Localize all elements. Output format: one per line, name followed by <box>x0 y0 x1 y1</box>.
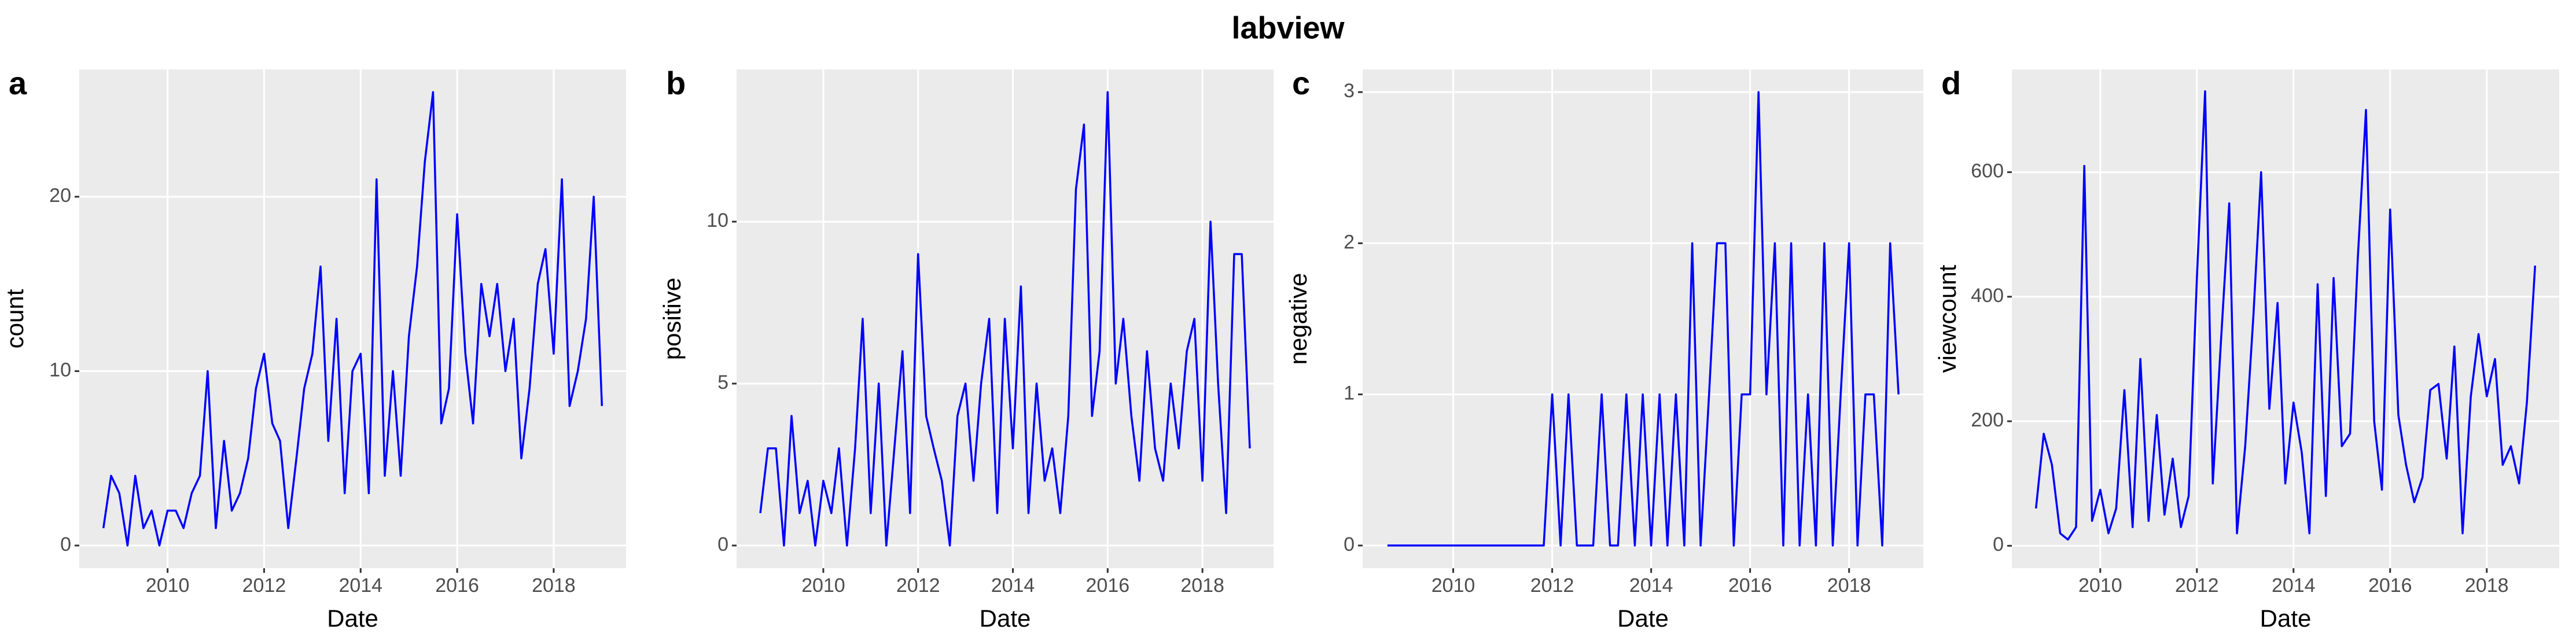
data-line <box>102 91 603 547</box>
x-tick-label: 2018 <box>2465 575 2509 597</box>
y-axis-label: viewcount <box>1934 264 1961 373</box>
x-tick-label: 2016 <box>2368 575 2412 597</box>
x-tick-label: 2014 <box>2272 575 2316 597</box>
x-tick-label: 2010 <box>2078 575 2122 597</box>
y-tick-label: 0 <box>1344 533 1355 555</box>
x-tick-label: 2010 <box>801 575 845 597</box>
y-tick-label: 10 <box>49 359 71 381</box>
y-tick-label: 200 <box>1971 409 2004 431</box>
y-tick-label: 0 <box>1993 533 2004 555</box>
panel-label: b <box>666 65 686 101</box>
y-tick-label: 5 <box>717 371 728 393</box>
y-tick-label: 0 <box>717 533 728 555</box>
y-axis-label: positive <box>658 278 686 360</box>
x-tick-label: 2018 <box>1180 575 1224 597</box>
y-axis-label: count <box>1 289 28 348</box>
y-tick-label: 600 <box>1971 160 2004 182</box>
x-tick-label: 2012 <box>242 575 286 597</box>
data-line <box>2034 90 2537 541</box>
x-axis-label: Date <box>1617 605 1669 632</box>
y-tick-label: 2 <box>1344 231 1355 253</box>
x-tick-label: 2012 <box>1530 575 1574 597</box>
panel-background <box>1363 69 1923 568</box>
panel-background <box>2012 69 2559 568</box>
x-tick-label: 2012 <box>896 575 940 597</box>
y-axis-label: negative <box>1285 273 1312 365</box>
data-line <box>1387 91 1900 547</box>
x-tick-label: 2016 <box>1728 575 1772 597</box>
x-tick-label: 2018 <box>532 575 576 597</box>
y-tick-label: 1 <box>1344 382 1355 404</box>
data-line <box>759 91 1251 547</box>
x-tick-label: 2010 <box>1431 575 1475 597</box>
x-tick-label: 2012 <box>2175 575 2219 597</box>
x-axis-label: Date <box>2260 605 2312 632</box>
y-tick-label: 400 <box>1971 285 2004 307</box>
panel-label: d <box>1941 65 1961 101</box>
x-tick-label: 2018 <box>1827 575 1871 597</box>
x-tick-label: 2016 <box>1086 575 1130 597</box>
y-tick-label: 3 <box>1344 80 1355 102</box>
x-axis-label: Date <box>980 605 1031 632</box>
y-tick-label: 10 <box>706 209 728 231</box>
x-axis-label: Date <box>327 605 378 632</box>
x-tick-label: 2010 <box>146 575 190 597</box>
x-tick-label: 2016 <box>435 575 479 597</box>
panel-label: c <box>1292 65 1310 101</box>
y-tick-label: 0 <box>60 533 71 555</box>
y-tick-label: 20 <box>49 185 71 207</box>
x-tick-label: 2014 <box>991 575 1035 597</box>
x-tick-label: 2014 <box>338 575 382 597</box>
figure-title: labview <box>1231 10 1345 45</box>
x-tick-label: 2014 <box>1629 575 1673 597</box>
panel-label: a <box>9 65 27 101</box>
panel-background <box>79 69 626 568</box>
